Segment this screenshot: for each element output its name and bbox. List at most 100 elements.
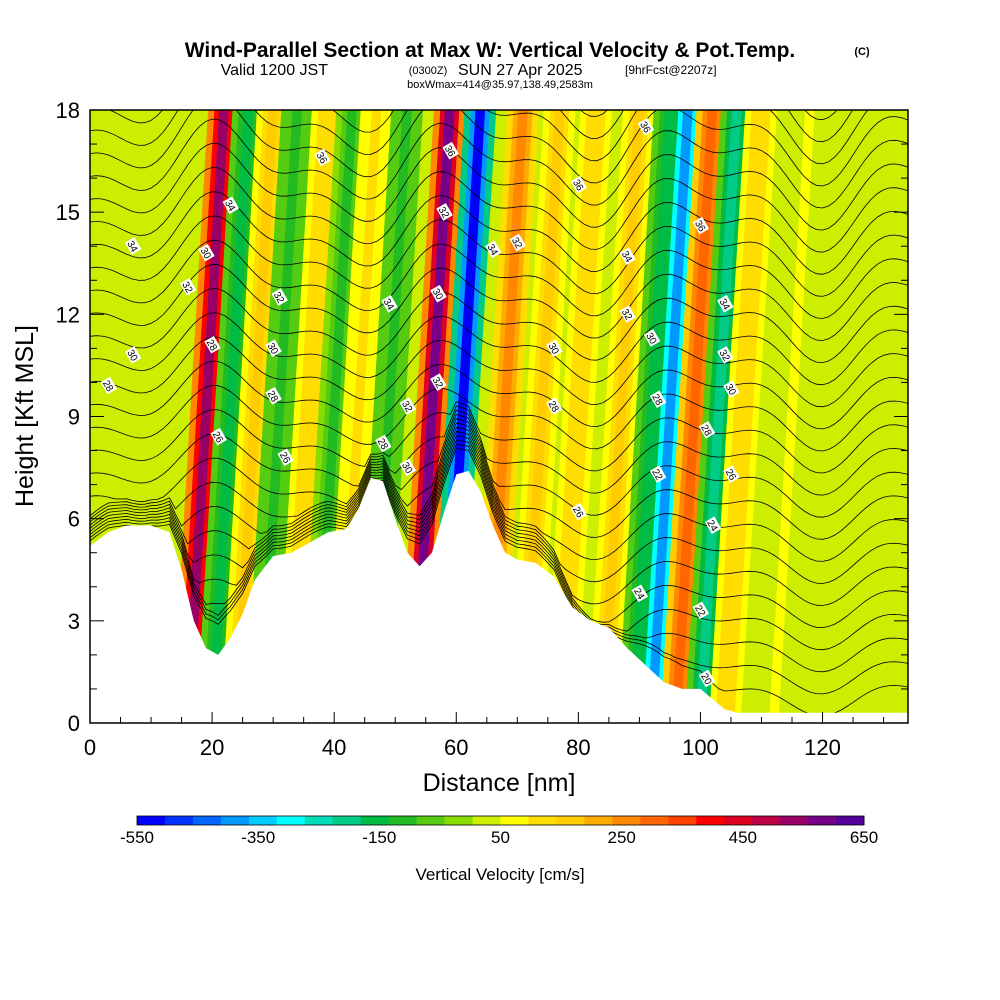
y-tick-label: 9 [68,405,80,430]
theta-contour-label: 28 [204,335,221,354]
contour-label-text: 28 [698,423,713,439]
plot-area: 34 30 28 32 30 34 28 26 32 30 28 26 36 34 28 32 30 30 32 32… [90,110,908,723]
box-wmax-label: boxWmax=414@35.97,138.49,2583m [407,79,593,91]
w-band [720,110,766,723]
colorbar-swatch [836,816,865,825]
contour-label-text: 30 [399,461,414,477]
contour-label-text: 36 [637,120,652,136]
contour-label-bg [198,243,215,262]
theta-contour-label: 36 [570,175,588,194]
colorbar-tick-label: 250 [608,828,636,847]
contour-label-text: 28 [100,379,115,395]
contour-label-text: 30 [723,382,738,398]
theta-contour-label: 36 [442,141,459,160]
contour-label-bg [375,434,392,453]
isentrope-line [90,384,908,452]
contour-label-bg [430,373,447,391]
contour-label-bg [649,390,667,409]
contour-label-bg [692,601,710,620]
contour-label-bg [546,339,563,357]
contour-label-text: 20 [698,672,713,688]
colorbar-swatch [332,816,362,825]
colorbar-frame [136,815,865,826]
colorbar-swatch [192,816,222,825]
isentrope-line [90,215,908,297]
contour-label-text: 34 [484,243,499,259]
theta-contour-label: 32 [716,346,734,364]
theta-contour-label: 24 [631,584,649,603]
contour-label-text: 32 [509,236,524,252]
colorbar-swatch [388,816,418,825]
y-tick-label: 6 [68,507,80,532]
contour-label-text: 30 [545,341,560,357]
contour-label-text: 32 [619,307,634,323]
w-band [628,110,675,723]
x-tick-label: 0 [84,735,96,760]
y-tick-label: 0 [68,711,80,736]
isentrope-line [90,110,869,165]
x-tick-label: 80 [566,735,590,760]
contour-label-bg [222,196,240,214]
colorbar-swatch [220,816,250,825]
valid-date-label: SUN 27 Apr 2025 [458,62,583,79]
isentrope-line [90,426,908,606]
theta-contour-label: 34 [124,237,142,255]
colorbar-tick-label: 50 [491,828,510,847]
contour-label-bg [698,421,716,439]
theta-contour-label: 34 [381,295,398,313]
potential-temperature-contours [90,110,908,717]
theta-contour-label: 30 [198,243,215,262]
y-tick-label: 15 [56,200,80,225]
w-band [231,110,278,723]
theta-contour-label: 26 [277,448,294,466]
contour-label-text: 28 [649,392,664,408]
colorbar-swatch [640,816,669,825]
contour-label-bg [265,387,282,405]
colorbar-swatch [696,816,725,825]
x-tick-label: 100 [682,735,719,760]
contour-label-bg [570,175,588,194]
isentrope-line [90,439,908,673]
colorbar-swatch [808,816,837,825]
x-tick-label: 120 [804,735,841,760]
contour-label-bg [570,502,588,521]
theta-contour-label: 28 [545,397,563,415]
contour-label-bg [643,329,661,347]
w-band [646,110,693,723]
y-tick-label: 18 [56,98,80,123]
isentrope-line [90,401,908,474]
contour-label-text: 28 [375,437,390,453]
contour-label-bg [277,448,294,466]
contour-label-text: 30 [198,246,213,262]
contour-label-bg [619,305,636,323]
theta-contour-label: 32 [509,233,526,252]
isentrope-line [90,422,908,584]
x-tick-label: 60 [444,735,468,760]
contour-label-bg [546,397,563,415]
contour-label-text: 32 [716,348,731,364]
contour-label-bg [649,465,667,483]
isentrope-line [90,118,908,209]
isentrope-line [90,336,908,408]
contour-label-bg [442,141,459,160]
x-axis-label: Distance [nm] [423,769,576,797]
isentrope-line [90,443,908,695]
colorbar-swatch [584,816,613,825]
theta-contour-label: 34 [484,240,502,259]
colorbar-swatch [304,816,334,825]
colorbar-tick-label: 650 [850,828,878,847]
theta-contour-label: 34 [222,196,240,214]
contour-label-bg [179,278,197,296]
contour-label-text: 34 [222,198,237,214]
theta-contour-label: 34 [716,295,734,313]
w-band [182,110,229,723]
contour-label-text: 32 [179,280,194,296]
isentrope-line [90,414,908,540]
theta-contour-label: 32 [179,278,197,296]
contour-label-text: 32 [430,375,445,391]
colorbar-label: Vertical Velocity [cm/s] [415,865,584,884]
contour-label-text: 36 [314,151,329,167]
w-band [207,110,254,723]
theta-contour-label: 22 [692,601,710,620]
